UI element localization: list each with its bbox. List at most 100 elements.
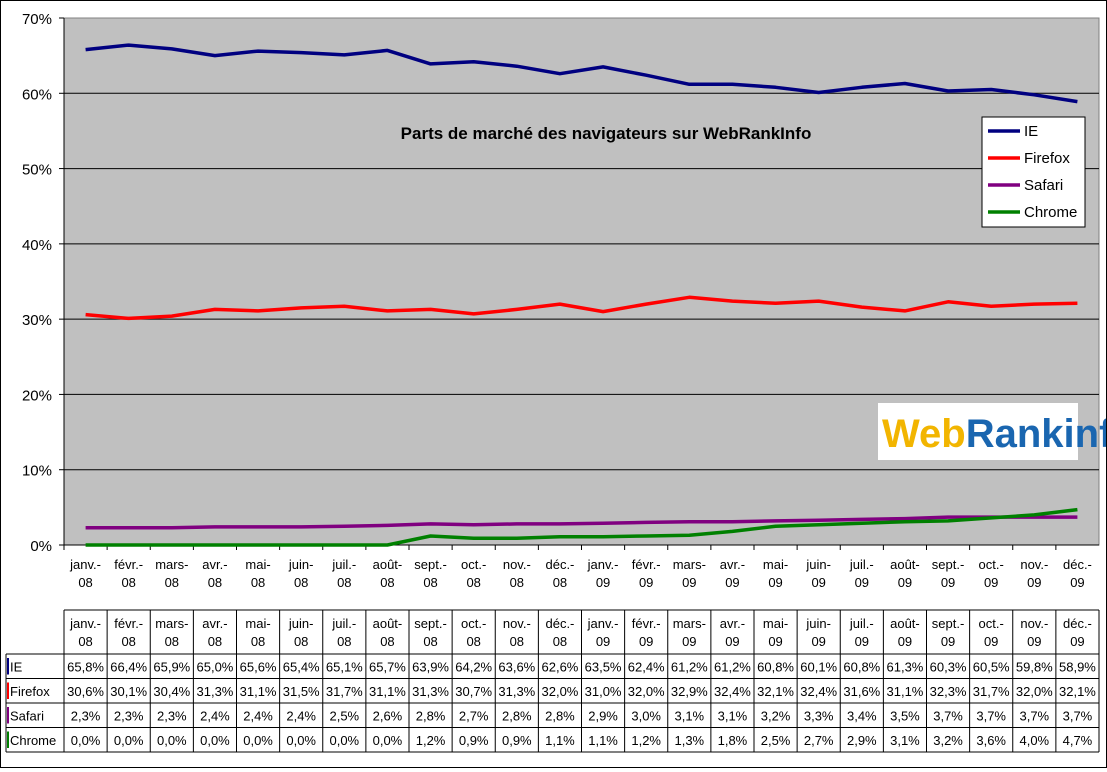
table-header-cell: 09 xyxy=(639,634,653,649)
table-header-cell: 08 xyxy=(510,634,524,649)
table-cell: 60,3% xyxy=(930,659,967,674)
x-tick-label: 08 xyxy=(423,575,437,590)
table-header-cell: 09 xyxy=(1070,634,1084,649)
table-cell: 2,4% xyxy=(243,708,273,723)
x-tick-label: nov.- xyxy=(503,557,531,572)
table-cell: 4,0% xyxy=(1019,733,1049,748)
table-cell: 62,6% xyxy=(542,659,579,674)
x-tick-label: févr.- xyxy=(632,557,661,572)
table-cell: 1,2% xyxy=(416,733,446,748)
table-header-cell: 09 xyxy=(855,634,869,649)
table-cell: 0,9% xyxy=(502,733,532,748)
x-tick-label: mars- xyxy=(155,557,188,572)
table-cell: 0,0% xyxy=(157,733,187,748)
table-cell: 65,4% xyxy=(283,659,320,674)
data-table: janv.-08févr.-08mars-08avr.-08mai-08juin… xyxy=(6,610,1099,752)
table-cell: 65,7% xyxy=(369,659,406,674)
table-cell: 32,0% xyxy=(1016,684,1053,699)
x-tick-label: 08 xyxy=(251,575,265,590)
x-tick-label: 08 xyxy=(165,575,179,590)
table-header-cell: 09 xyxy=(941,634,955,649)
table-cell: 59,8% xyxy=(1016,659,1053,674)
x-tick-label: 09 xyxy=(1027,575,1041,590)
table-cell: 1,3% xyxy=(674,733,704,748)
y-tick-label: 60% xyxy=(22,86,52,103)
table-cell: 31,3% xyxy=(197,684,234,699)
table-header-cell: avr.- xyxy=(202,616,227,631)
svg-text:WebRankinfo: WebRankinfo xyxy=(882,412,1106,456)
table-cell: 65,8% xyxy=(67,659,104,674)
table-cell: 2,8% xyxy=(416,708,446,723)
table-header-cell: mars- xyxy=(155,616,188,631)
table-cell: 31,0% xyxy=(585,684,622,699)
y-tick-label: 0% xyxy=(30,538,52,555)
table-cell: 0,0% xyxy=(243,733,273,748)
table-cell: 4,7% xyxy=(1063,733,1093,748)
table-cell: 32,0% xyxy=(628,684,665,699)
table-cell: 2,8% xyxy=(545,708,575,723)
table-cell: 3,0% xyxy=(631,708,661,723)
x-tick-label: juin- xyxy=(805,557,831,572)
x-tick-label: mai- xyxy=(245,557,270,572)
table-header-cell: 09 xyxy=(1027,634,1041,649)
x-tick-label: 09 xyxy=(984,575,998,590)
table-cell: 1,2% xyxy=(631,733,661,748)
table-cell: 60,5% xyxy=(973,659,1010,674)
table-cell: 2,9% xyxy=(588,708,618,723)
table-header-cell: nov.- xyxy=(503,616,531,631)
x-tick-label: janv.- xyxy=(69,557,101,572)
table-cell: 32,9% xyxy=(671,684,708,699)
table-header-cell: oct.- xyxy=(979,616,1004,631)
table-cell: 2,3% xyxy=(114,708,144,723)
table-header-cell: 08 xyxy=(251,634,265,649)
table-header-cell: sept.- xyxy=(932,616,965,631)
x-tick-label: août- xyxy=(890,557,920,572)
x-tick-label: 09 xyxy=(682,575,696,590)
x-tick-label: 09 xyxy=(596,575,610,590)
table-cell: 58,9% xyxy=(1059,659,1096,674)
table-header-cell: juin- xyxy=(805,616,831,631)
table-header-cell: juin- xyxy=(288,616,314,631)
x-tick-label: janv.- xyxy=(587,557,619,572)
table-row-label: Firefox xyxy=(10,684,50,699)
x-tick-label: mars- xyxy=(673,557,706,572)
table-header-cell: mai- xyxy=(245,616,270,631)
x-tick-label: sept.- xyxy=(414,557,447,572)
table-cell: 65,0% xyxy=(197,659,234,674)
table-header-cell: août- xyxy=(373,616,403,631)
table-cell: 65,1% xyxy=(326,659,363,674)
x-tick-label: 09 xyxy=(941,575,955,590)
y-tick-label: 20% xyxy=(22,387,52,404)
table-cell: 31,1% xyxy=(240,684,277,699)
x-tick-label: 09 xyxy=(855,575,869,590)
table-cell: 0,0% xyxy=(373,733,403,748)
table-cell: 64,2% xyxy=(455,659,492,674)
table-header-cell: janv.- xyxy=(587,616,619,631)
x-tick-label: oct.- xyxy=(979,557,1004,572)
table-cell: 1,1% xyxy=(545,733,575,748)
table-cell: 60,1% xyxy=(800,659,837,674)
table-cell: 2,9% xyxy=(847,733,877,748)
x-tick-label: 08 xyxy=(553,575,567,590)
table-row-label: IE xyxy=(10,659,23,674)
table-cell: 60,8% xyxy=(843,659,880,674)
table-cell: 0,0% xyxy=(329,733,359,748)
table-cell: 0,0% xyxy=(286,733,316,748)
table-cell: 31,7% xyxy=(326,684,363,699)
table-cell: 3,2% xyxy=(761,708,791,723)
table-cell: 61,2% xyxy=(714,659,751,674)
x-tick-label: 08 xyxy=(466,575,480,590)
table-header-cell: 09 xyxy=(596,634,610,649)
table-cell: 32,3% xyxy=(930,684,967,699)
table-header-cell: 08 xyxy=(208,634,222,649)
table-row-label: Chrome xyxy=(10,733,56,748)
table-cell: 0,0% xyxy=(114,733,144,748)
table-header-cell: 08 xyxy=(466,634,480,649)
table-cell: 2,4% xyxy=(286,708,316,723)
table-cell: 3,7% xyxy=(1063,708,1093,723)
table-cell: 3,5% xyxy=(890,708,920,723)
x-tick-label: 09 xyxy=(1070,575,1084,590)
y-tick-label: 40% xyxy=(22,237,52,254)
table-cell: 3,3% xyxy=(804,708,834,723)
